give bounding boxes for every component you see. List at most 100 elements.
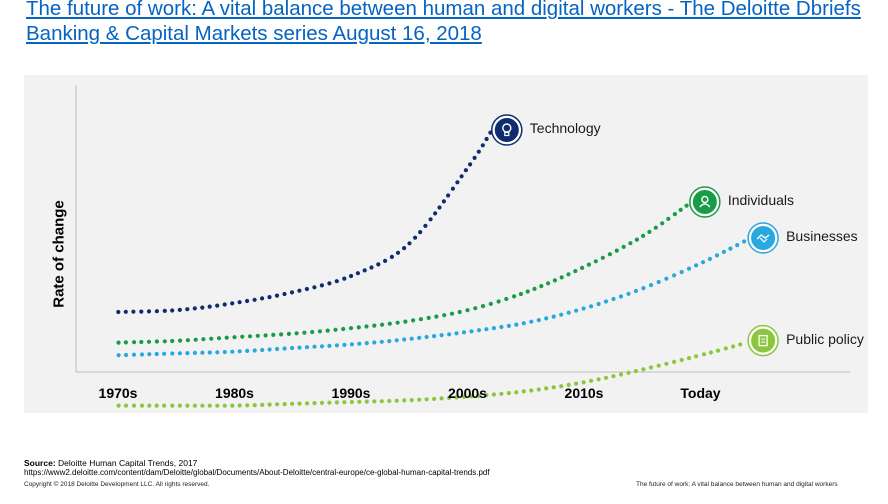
series-point — [369, 265, 374, 270]
footer-copyright: Copyright © 2018 Deloitte Development LL… — [24, 481, 210, 488]
series-point — [469, 329, 474, 334]
series-point — [304, 286, 309, 292]
series-point — [372, 399, 377, 404]
series-point — [177, 307, 182, 312]
series-point — [514, 390, 519, 395]
series-point — [357, 399, 362, 404]
series-point — [333, 327, 338, 332]
page-title-link[interactable]: The future of work: A vital balance betw… — [26, 0, 861, 45]
series-point — [290, 345, 295, 351]
series-point — [536, 318, 541, 323]
series-point — [170, 338, 175, 344]
series-point — [418, 230, 423, 235]
series-point — [469, 394, 474, 399]
series-point — [380, 322, 385, 327]
series-point — [304, 401, 310, 406]
series-point — [603, 375, 609, 380]
series-point — [721, 249, 727, 254]
series-point — [653, 225, 658, 230]
series-point — [463, 168, 468, 173]
series-point — [437, 205, 442, 210]
series-point — [200, 350, 205, 355]
series-point — [465, 308, 470, 313]
series-point — [334, 400, 339, 405]
series-point — [290, 401, 295, 406]
series-point — [162, 403, 167, 408]
series-point — [434, 314, 439, 319]
series-point — [170, 403, 175, 408]
series-point — [521, 389, 526, 394]
series-point — [433, 211, 438, 216]
series-point — [146, 309, 152, 314]
series-point — [154, 339, 159, 344]
series-point — [694, 263, 699, 268]
series-point — [237, 300, 242, 305]
series-point — [461, 330, 467, 335]
series-point — [679, 357, 684, 363]
series-point — [551, 314, 556, 319]
series-point — [596, 301, 601, 307]
series-point — [647, 229, 652, 234]
series-point — [237, 349, 242, 354]
series-point — [409, 336, 414, 341]
series-point — [362, 268, 367, 273]
series-point — [304, 345, 310, 350]
series-point — [488, 301, 493, 306]
series-point — [596, 377, 601, 382]
series-point — [614, 248, 619, 253]
series-point — [312, 285, 317, 290]
series-point — [139, 339, 144, 345]
series-point — [286, 331, 291, 336]
series-point — [312, 344, 317, 349]
series-point — [387, 398, 392, 404]
series-point — [589, 304, 594, 309]
series-label: Businesses — [786, 228, 858, 244]
series-public-policy — [116, 342, 743, 408]
series-point — [123, 340, 128, 345]
series-point — [581, 306, 586, 311]
series-point — [267, 347, 272, 352]
series-point — [633, 288, 639, 294]
series-point — [379, 339, 384, 344]
series-point — [424, 397, 429, 402]
series-point — [123, 352, 129, 358]
series-point — [252, 297, 257, 302]
series-point — [327, 343, 332, 348]
series-point — [215, 403, 220, 408]
series-point — [518, 291, 524, 297]
series-point — [672, 273, 677, 278]
series-point — [263, 333, 268, 338]
series-point — [417, 397, 422, 402]
series-point — [514, 322, 519, 327]
series-point — [480, 143, 485, 148]
series-point — [566, 310, 571, 315]
series-point — [461, 394, 467, 399]
footer-source-text: Deloitte Human Capital Trends, 2017 — [58, 458, 198, 468]
series-point — [544, 386, 549, 391]
series-point — [372, 340, 377, 345]
series-point — [679, 269, 684, 275]
series-point — [274, 293, 280, 298]
series-point — [154, 351, 159, 357]
series-point — [700, 260, 706, 265]
series-point — [379, 399, 384, 404]
series-point — [177, 351, 182, 356]
series-point — [342, 400, 347, 405]
series-point — [387, 339, 392, 344]
series-point — [476, 149, 481, 154]
series-point — [348, 326, 354, 331]
series-technology — [116, 130, 493, 315]
series-point — [147, 352, 152, 357]
handshake-icon — [747, 222, 779, 254]
series-point — [484, 327, 489, 332]
footer-deck-title: The future of work: A vital balance betw… — [636, 481, 838, 488]
series-individuals — [116, 203, 689, 345]
series-point — [116, 403, 121, 408]
series-point — [409, 398, 414, 403]
series-point — [376, 262, 381, 267]
series-point — [294, 331, 299, 336]
series-point — [656, 279, 661, 285]
series-point — [473, 306, 478, 311]
series-point — [417, 335, 422, 340]
